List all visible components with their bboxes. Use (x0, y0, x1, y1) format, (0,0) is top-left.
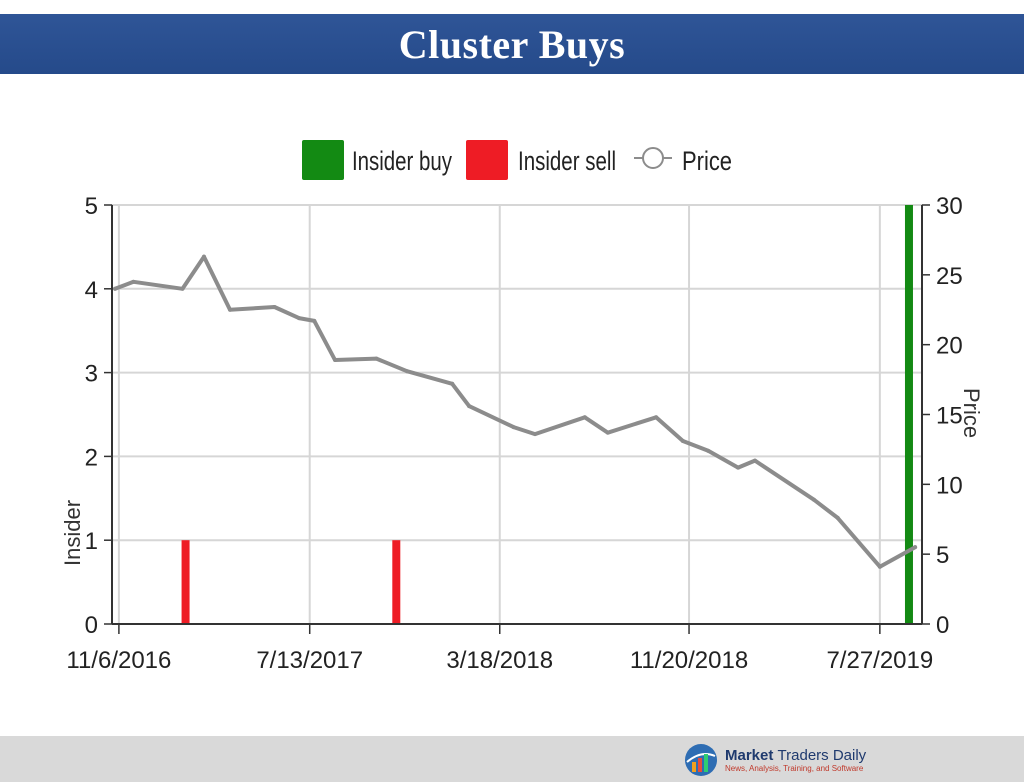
price-point (654, 415, 659, 420)
brand-name-light: Traders Daily (777, 746, 867, 764)
price-point (877, 564, 882, 569)
price-point (511, 425, 516, 430)
y2-tick-label: 10 (936, 472, 963, 499)
page-title: Cluster Buys (398, 21, 626, 67)
x-tick-label: 11/6/2016 (66, 647, 171, 674)
x-tick-label: 11/20/2018 (630, 647, 748, 674)
price-point (180, 286, 185, 291)
insider-sell-bar (392, 540, 401, 624)
insider-bars (181, 205, 913, 624)
y-tick-label: 5 (85, 193, 98, 220)
price-point (405, 369, 410, 374)
price-point (113, 286, 118, 291)
legend-price-marker (642, 147, 664, 169)
price-point (605, 430, 610, 435)
price-point (228, 307, 233, 312)
insider-buy-bar (904, 205, 913, 624)
y-axis-label: Insider (60, 500, 85, 566)
y2-tick-label: 0 (936, 612, 949, 639)
price-point (913, 545, 918, 550)
y-tick-label: 0 (85, 612, 98, 639)
price-point (374, 356, 379, 361)
price-point (706, 448, 711, 453)
price-series (113, 254, 918, 569)
legend-buy-swatch (302, 140, 344, 180)
x-tick-label: 3/18/2018 (446, 647, 553, 674)
price-line (113, 254, 918, 569)
y2-axis-label: Price (959, 388, 984, 438)
price-point (131, 279, 136, 284)
x-tick-label: 7/13/2017 (256, 647, 363, 674)
insider-sell-bar (181, 540, 190, 624)
brand-name-bold: Market (725, 746, 774, 764)
price-point (450, 381, 455, 386)
y2-tick-label: 15 (936, 403, 963, 430)
y2-tick-label: 20 (936, 333, 963, 360)
y2-tick-label: 25 (936, 263, 963, 290)
brand-tagline: News, Analysis, Training, and Software (725, 763, 864, 773)
legend-buy-label: Insider buy (352, 146, 452, 176)
legend-sell-label: Insider sell (518, 146, 616, 176)
price-point (312, 318, 317, 323)
market-traders-daily-logo: Market Traders Daily News, Analysis, Tra… (683, 742, 866, 778)
price-point (752, 458, 757, 463)
price-point (582, 415, 587, 420)
chart-legend: Insider buy Insider sell Price (302, 140, 732, 180)
y2-tick-label: 5 (936, 542, 949, 569)
price-point (533, 432, 538, 437)
brand-name: Market Traders Daily (725, 748, 866, 763)
globe-chart-icon (685, 744, 717, 776)
price-point (296, 316, 301, 321)
price-point (680, 439, 685, 444)
price-point (201, 254, 206, 259)
price-point (736, 465, 741, 470)
price-point (811, 497, 816, 502)
y-tick-label: 2 (85, 444, 98, 471)
price-point (467, 404, 472, 409)
y2-tick-label: 30 (936, 193, 963, 220)
insider-price-chart: Insider buy Insider sell Price 0 1 2 3 4 5 0 5 1… (60, 140, 984, 674)
grid-lines (112, 204, 922, 624)
price-point (272, 304, 277, 309)
y-tick-label: 1 (85, 528, 98, 555)
price-point (835, 515, 840, 520)
axes: 0 1 2 3 4 5 0 5 10 15 20 25 30 11/6/2016 7/13/2017 3/18… (66, 193, 962, 674)
footer-bar: Market Traders Daily News, Analysis, Tra… (0, 736, 1024, 782)
title-banner: Cluster Buys (0, 14, 1024, 74)
x-tick-label: 7/27/2019 (826, 647, 933, 674)
legend-price-label: Price (682, 146, 732, 176)
legend-sell-swatch (466, 140, 508, 180)
price-point (332, 358, 337, 363)
y-tick-label: 3 (85, 361, 98, 388)
chart-container: Insider buy Insider sell Price 0 1 2 3 4 5 0 5 1… (0, 120, 1024, 710)
y-tick-label: 4 (85, 277, 98, 304)
